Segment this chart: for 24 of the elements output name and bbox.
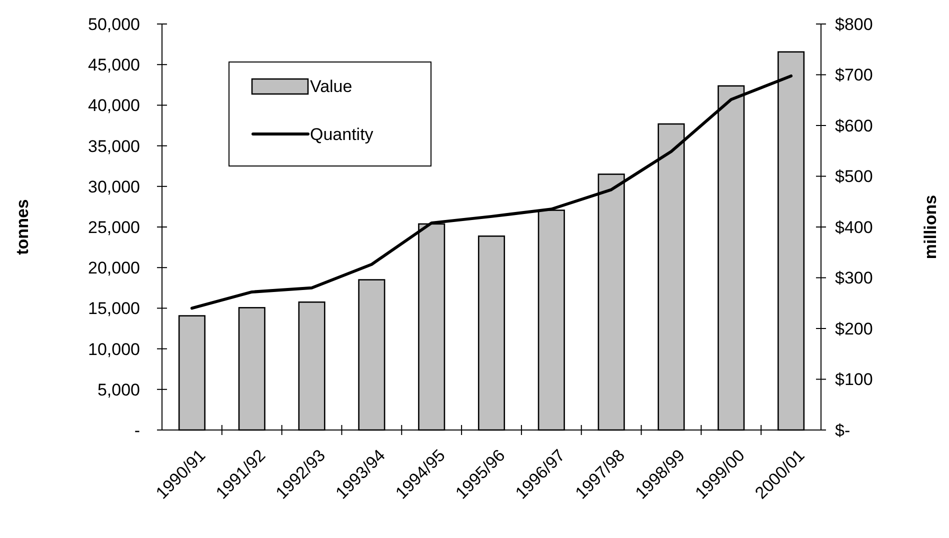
y-tick-label: 20,000	[88, 258, 140, 278]
y-tick-label: 30,000	[88, 177, 140, 196]
y2-tick-label: $400	[835, 218, 873, 237]
y-tick-label: 25,000	[88, 218, 140, 237]
y-tick-label: 5,000	[97, 380, 140, 400]
y-axis-title: tonnes	[13, 199, 32, 255]
y2-tick-label: $100	[835, 370, 873, 390]
y-tick-label: 40,000	[88, 96, 140, 116]
y-tick-label: 15,000	[88, 299, 140, 318]
y2-tick-label: $800	[835, 14, 873, 34]
y2-tick-label: $300	[835, 268, 873, 288]
y2-axis-title: millions	[921, 194, 940, 260]
y-tick-label: 35,000	[88, 136, 140, 156]
y2-tick-label: $200	[835, 319, 873, 338]
y2-tick-label: $700	[835, 66, 873, 85]
y2-tick-label: $-	[835, 420, 850, 440]
legend-label: Quantity	[310, 124, 374, 144]
y-tick-label: 50,000	[88, 14, 140, 34]
legend-label: Value	[310, 76, 352, 96]
y2-tick-label: $500	[835, 167, 873, 186]
y2-tick-label: $600	[835, 116, 873, 136]
y-tick-label: -	[134, 420, 140, 440]
y-tick-label: 45,000	[88, 56, 140, 75]
y-tick-label: 10,000	[88, 340, 140, 359]
